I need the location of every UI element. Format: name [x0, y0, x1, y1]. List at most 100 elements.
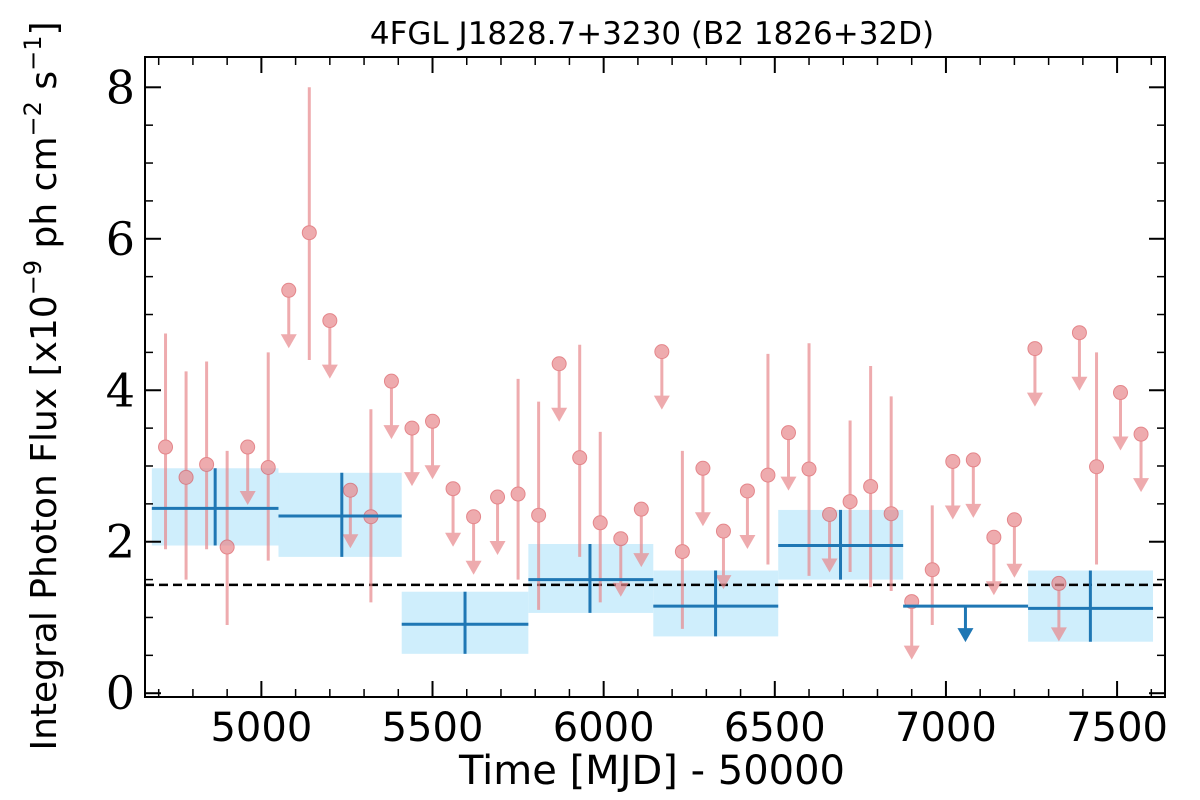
short-bin-upper-limit: [1133, 426, 1150, 493]
upper-limit-arrow: [653, 395, 670, 410]
short-bin-point: [1089, 352, 1105, 565]
short-bin-upper-limit: [403, 420, 420, 487]
upper-limit-arrow: [551, 407, 568, 422]
y-axis-label-suffix: ]: [24, 21, 65, 35]
short-bin-marker: [301, 225, 317, 241]
short-bin-point: [178, 371, 194, 580]
long-bin-ul-arrow: [957, 628, 974, 643]
upper-limit-marker: [404, 420, 420, 436]
upper-limit-marker: [945, 453, 961, 469]
short-bin-point: [883, 396, 899, 591]
y-axis-label-mid2: s: [24, 71, 65, 101]
short-bin-marker: [863, 478, 879, 494]
short-bin-upper-limit: [465, 509, 482, 575]
short-bin-upper-limit: [612, 531, 629, 597]
short-bin-point: [531, 401, 547, 610]
upper-limit-marker: [1071, 325, 1087, 341]
upper-limit-marker: [1113, 385, 1129, 401]
upper-limit-marker: [342, 482, 358, 498]
y-tick-label: 4: [106, 363, 135, 417]
upper-limit-arrow: [1050, 627, 1067, 642]
y-axis-label-exp1: −9: [19, 260, 47, 295]
upper-limit-marker: [490, 489, 506, 505]
short-bin-point: [760, 353, 776, 565]
short-bin-marker: [760, 467, 776, 483]
upper-limit-arrow: [383, 425, 400, 440]
upper-limit-marker: [1051, 575, 1067, 591]
short-bin-upper-limit: [342, 482, 359, 549]
short-bin-upper-limit: [653, 344, 670, 410]
upper-limit-marker: [780, 425, 796, 441]
upper-limit-arrow: [612, 582, 629, 597]
y-tick-label: 8: [106, 60, 135, 114]
long-bin-point: [1028, 570, 1154, 642]
short-bin-upper-limit: [821, 506, 838, 573]
chart-title: 4FGL J1828.7+3230 (B2 1826+32D): [370, 16, 934, 52]
short-bin-marker: [219, 539, 235, 555]
short-bin-upper-limit: [424, 413, 441, 480]
short-bin-point: [260, 352, 276, 561]
upper-limit-arrow: [633, 553, 650, 568]
short-bin-upper-limit: [1071, 325, 1088, 391]
short-bin-marker: [592, 515, 608, 531]
y-axis-label: Integral Photon Flux [x10−9 ph cm−2 s−1]: [19, 21, 65, 750]
short-bin-point: [219, 450, 235, 626]
upper-limit-arrow: [694, 512, 711, 527]
short-bin-marker: [199, 456, 215, 472]
upper-limit-marker: [551, 356, 567, 372]
upper-limit-arrow: [965, 503, 982, 518]
short-bin-marker: [1089, 459, 1105, 475]
short-bin-marker: [883, 506, 899, 522]
short-bin-upper-limit: [739, 483, 756, 549]
upper-limit-marker: [822, 506, 838, 522]
short-bin-point: [572, 344, 588, 557]
upper-limit-arrow: [465, 560, 482, 575]
upper-limit-arrow: [1133, 478, 1150, 493]
upper-limit-marker: [739, 483, 755, 499]
upper-limit-arrow: [445, 532, 462, 547]
upper-limit-marker: [281, 282, 297, 298]
plot-marks: [145, 87, 1165, 660]
axes: 5000 5500 6000 6500 7000 7500 0 2 4 6 8: [106, 56, 1168, 751]
short-bin-upper-limit: [1112, 385, 1129, 451]
upper-limit-marker: [383, 373, 399, 389]
upper-limit-arrow: [780, 476, 797, 491]
short-bin-upper-limit: [985, 529, 1002, 596]
short-bin-upper-limit: [965, 452, 982, 518]
short-bin-marker: [572, 450, 588, 466]
short-bin-point: [863, 366, 879, 588]
short-bin-marker: [260, 460, 276, 476]
long-bin-point: [528, 544, 654, 613]
upper-limit-marker: [466, 509, 482, 525]
axes-frame: [144, 56, 1166, 698]
plot-area: [145, 87, 1165, 660]
upper-limit-arrow: [342, 534, 359, 549]
short-bin-upper-limit: [239, 439, 256, 506]
upper-limit-arrow: [715, 575, 732, 590]
upper-limit-marker: [322, 313, 338, 329]
x-tick-label: 5500: [382, 705, 484, 751]
x-axis-label: Time [MJD] - 50000: [458, 748, 845, 794]
short-bin-marker: [510, 486, 526, 502]
long-bin-point: [401, 591, 529, 654]
upper-limit-arrow: [1112, 436, 1129, 451]
short-bin-marker: [842, 494, 858, 510]
short-bin-upper-limit: [489, 489, 506, 556]
short-bin-point: [510, 378, 526, 580]
upper-limit-arrow: [239, 491, 256, 506]
short-bin-upper-limit: [1006, 512, 1023, 578]
x-tick-label: 7000: [895, 705, 997, 751]
short-bin-upper-limit: [445, 481, 462, 547]
x-tick-label: 6000: [553, 705, 655, 751]
short-bin-upper-limit: [715, 523, 732, 590]
short-bin-upper-limit: [944, 453, 961, 520]
short-bin-point: [199, 361, 215, 550]
upper-limit-arrow: [280, 334, 297, 349]
upper-limit-marker: [715, 523, 731, 539]
upper-limit-marker: [965, 452, 981, 468]
short-bin-upper-limit: [383, 373, 400, 440]
short-bin-upper-limit: [694, 460, 711, 527]
upper-limit-marker: [695, 460, 711, 476]
short-bin-marker: [801, 461, 817, 477]
